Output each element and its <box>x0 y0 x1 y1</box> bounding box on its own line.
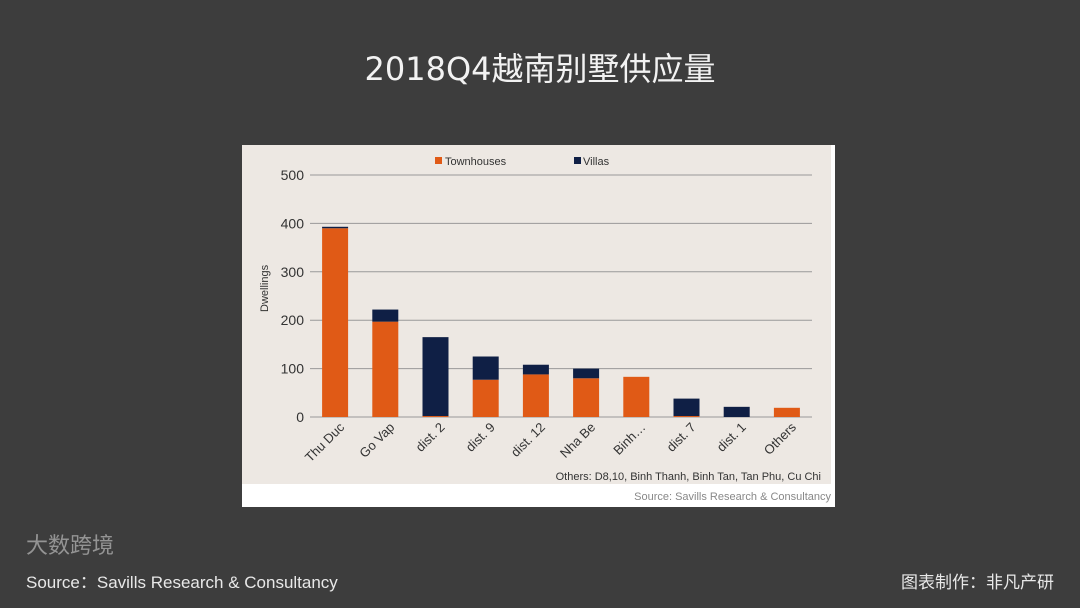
chart-note: Others: D8,10, Binh Thanh, Binh Tan, Tan… <box>556 471 821 483</box>
y-tick-label: 400 <box>281 215 305 231</box>
bar-townhouses <box>773 407 800 417</box>
bar-townhouses <box>522 374 549 417</box>
bar-villas <box>522 364 549 375</box>
legend-swatch-villas <box>574 157 581 164</box>
bar-townhouses <box>322 228 349 417</box>
bar-villas <box>372 309 399 322</box>
legend-label-townhouses: Townhouses <box>445 156 507 168</box>
y-axis-label: Dwellings <box>259 264 271 312</box>
watermark: 大数跨境 <box>26 534 115 559</box>
y-tick-label: 300 <box>281 264 305 280</box>
legend: Townhouses Villas <box>435 156 610 168</box>
bar-townhouses <box>372 321 399 417</box>
bar-villas <box>673 398 700 417</box>
y-tick-label: 200 <box>281 312 305 328</box>
bar-townhouses <box>472 379 499 417</box>
bar-villas <box>472 356 499 380</box>
bar-villas <box>573 368 600 379</box>
legend-label-villas: Villas <box>583 156 610 168</box>
bar-townhouses <box>422 416 449 417</box>
chart: 0 100 200 300 400 500 Thu Duc Go Vap dist. 2 dis… <box>242 145 835 507</box>
footer-source: Source：Savills Research & Consultancy <box>26 573 338 592</box>
bar-townhouses <box>673 416 700 417</box>
bar-villas <box>723 406 750 417</box>
footer-credit: 图表制作：非凡产研 <box>901 573 1054 593</box>
bar-villas <box>322 226 349 229</box>
page-title: 2018Q4越南别墅供应量 <box>364 50 716 88</box>
y-tick-label: 0 <box>296 409 304 425</box>
bar-townhouses <box>573 378 600 417</box>
y-tick-label: 500 <box>281 167 305 183</box>
y-tick-label: 100 <box>281 361 305 377</box>
bar-townhouses <box>623 376 650 417</box>
chart-source: Source: Savills Research & Consultancy <box>634 491 831 503</box>
bar-villas <box>422 337 449 417</box>
legend-swatch-townhouses <box>435 157 442 164</box>
